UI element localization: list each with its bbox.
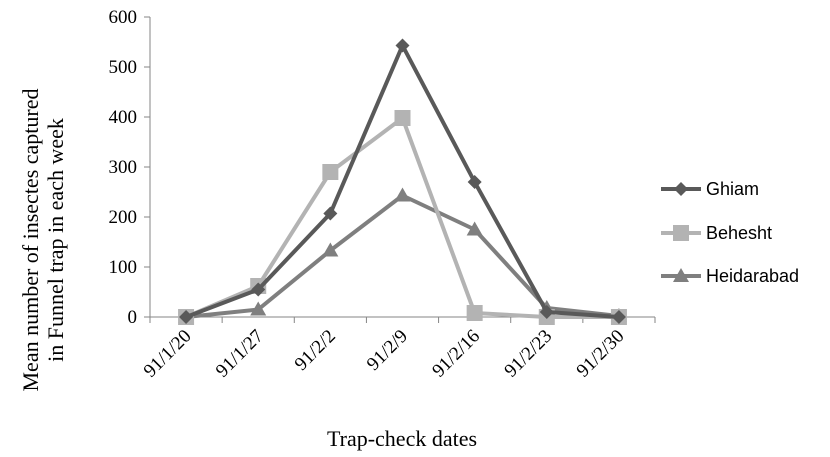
legend-item-heidarabad: Heidarabad	[661, 266, 799, 286]
y-tick-label: 400	[109, 107, 138, 128]
legend-label: Heidarabad	[706, 266, 799, 286]
y-tick-label: 500	[109, 57, 138, 78]
legend-item-behesht: Behesht	[661, 223, 772, 243]
data-point	[466, 221, 483, 236]
x-tick-label: 91/2/16	[428, 326, 484, 382]
y-tick-label: 200	[109, 207, 138, 228]
series-line	[185, 43, 620, 319]
data-point	[322, 164, 339, 180]
data-point	[611, 310, 626, 324]
series-heidarabad	[178, 187, 627, 323]
x-tick-label: 91/1/20	[140, 326, 196, 382]
legend-marker	[673, 268, 689, 282]
y-tick-labels: 0 100 200 300 400 500 600	[109, 7, 138, 328]
x-axis-title: Trap-check dates	[327, 426, 477, 451]
data-point	[251, 282, 266, 297]
data-point	[394, 110, 411, 126]
x-tick-label: 91/1/27	[212, 326, 268, 382]
y-axis-title-line2: in Funnel trap in each week	[43, 118, 68, 362]
y-tick-label: 100	[109, 257, 138, 278]
x-tick-label: 91/2/9	[363, 326, 412, 375]
data-point	[394, 187, 411, 202]
data-point	[179, 310, 194, 324]
legend-marker	[673, 225, 689, 241]
legend-item-ghiam: Ghiam	[661, 179, 759, 199]
data-point	[323, 206, 338, 221]
series-ghiam	[179, 38, 626, 324]
y-tick-label: 0	[128, 307, 138, 328]
data-point	[467, 175, 482, 189]
chart-legend: Ghiam Behesht Heidarabad	[661, 179, 799, 286]
x-tick-label: 91/2/30	[573, 326, 629, 382]
data-point	[395, 38, 410, 53]
legend-label: Ghiam	[706, 179, 759, 199]
data-point	[250, 301, 267, 316]
y-tick-label: 600	[109, 7, 138, 28]
y-axis-title: Mean number of insectes captured in Funn…	[18, 89, 68, 392]
data-point	[322, 242, 339, 257]
data-point	[466, 305, 483, 321]
legend-label: Behesht	[706, 223, 772, 243]
data-point	[539, 305, 554, 319]
x-tick-labels: 91/1/20 91/1/27 91/2/2 91/2/9 91/2/16 91/2/23…	[140, 326, 629, 382]
y-axis-title-line1: Mean number of insectes captured	[18, 89, 43, 392]
series-line	[185, 193, 620, 319]
chart-series	[178, 38, 627, 325]
x-tick-label: 91/2/2	[291, 326, 340, 375]
chart-axes	[144, 16, 656, 323]
legend-marker	[674, 182, 688, 196]
x-tick-label: 91/2/23	[500, 326, 556, 382]
y-tick-label: 300	[109, 157, 138, 178]
